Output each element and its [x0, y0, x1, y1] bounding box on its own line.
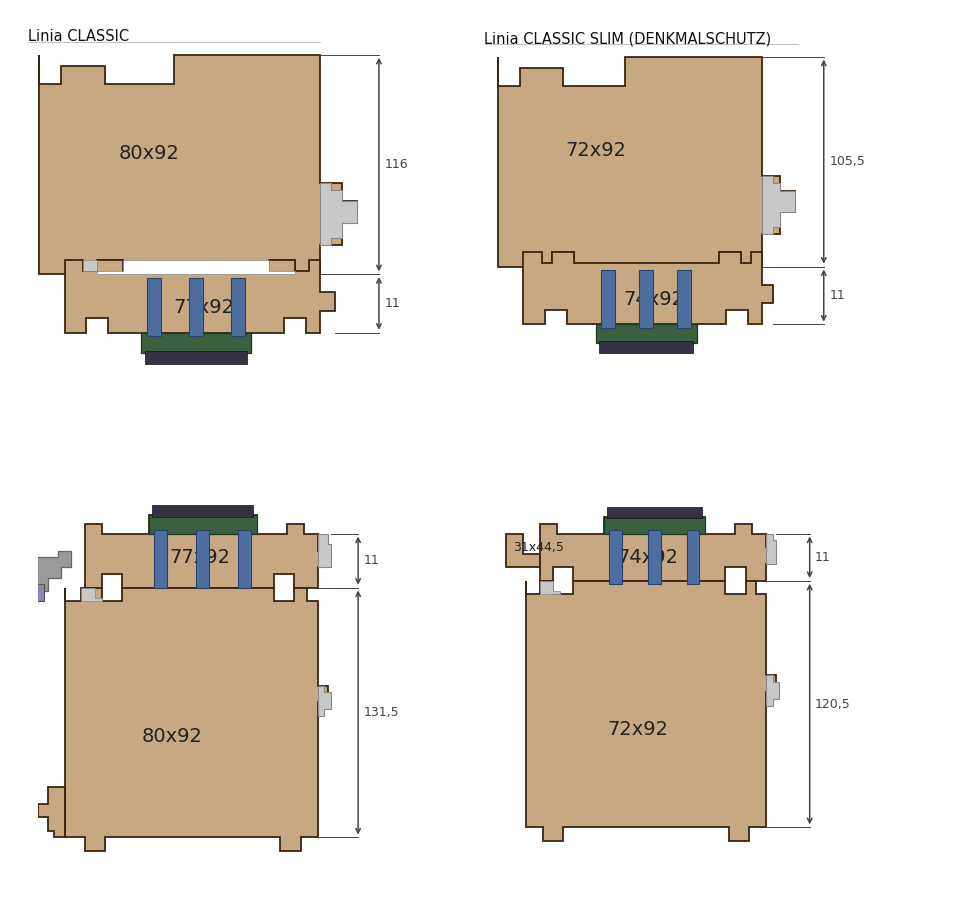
Bar	[648, 530, 660, 584]
Text: Linia CLASSIC: Linia CLASSIC	[28, 29, 129, 44]
Text: 31x44,5: 31x44,5	[513, 541, 564, 554]
Bar	[230, 278, 245, 336]
Polygon shape	[766, 675, 780, 706]
Bar	[153, 505, 253, 516]
Polygon shape	[4, 550, 21, 574]
Polygon shape	[540, 581, 560, 594]
Polygon shape	[766, 534, 776, 564]
Polygon shape	[97, 260, 295, 274]
Bar	[189, 278, 203, 336]
Bar	[154, 530, 167, 588]
Bar	[608, 506, 702, 518]
Bar	[639, 271, 653, 328]
Text: 131,5: 131,5	[363, 706, 398, 719]
Bar	[686, 530, 699, 584]
Polygon shape	[506, 534, 540, 568]
Text: 11: 11	[815, 551, 830, 564]
Polygon shape	[540, 516, 776, 581]
Polygon shape	[526, 581, 776, 841]
Text: Linia CLASSIC SLIM (DENKMALSCHUTZ): Linia CLASSIC SLIM (DENKMALSCHUTZ)	[484, 31, 771, 46]
Text: 120,5: 120,5	[815, 697, 851, 710]
Polygon shape	[84, 515, 331, 588]
Polygon shape	[762, 176, 795, 234]
Polygon shape	[17, 584, 44, 601]
Bar	[145, 351, 248, 364]
Polygon shape	[64, 260, 335, 333]
Polygon shape	[321, 183, 357, 245]
Bar	[599, 341, 693, 354]
Text: 80x92: 80x92	[142, 727, 203, 746]
Polygon shape	[0, 598, 11, 608]
Text: 72x92: 72x92	[607, 720, 668, 739]
Bar	[147, 278, 160, 336]
Text: 77x92: 77x92	[169, 547, 230, 567]
Text: 74x92: 74x92	[623, 290, 684, 309]
Bar	[596, 324, 697, 343]
Polygon shape	[523, 252, 773, 324]
Bar	[141, 333, 251, 353]
Polygon shape	[37, 588, 327, 851]
Polygon shape	[21, 550, 71, 601]
Polygon shape	[318, 534, 331, 568]
Bar	[238, 530, 252, 588]
Polygon shape	[39, 55, 357, 274]
Bar	[677, 271, 691, 328]
Bar	[196, 530, 209, 588]
Text: 74x92: 74x92	[617, 547, 678, 567]
Text: 11: 11	[384, 297, 400, 310]
Text: 11: 11	[363, 554, 379, 567]
Bar	[149, 515, 257, 534]
Polygon shape	[318, 686, 331, 716]
Text: 116: 116	[384, 158, 408, 171]
Bar	[601, 271, 615, 328]
Bar	[604, 516, 705, 534]
Polygon shape	[498, 57, 795, 267]
Text: 80x92: 80x92	[118, 144, 179, 163]
Bar	[609, 530, 622, 584]
Text: 105,5: 105,5	[829, 155, 865, 168]
Text: 77x92: 77x92	[173, 298, 234, 316]
Polygon shape	[83, 260, 97, 271]
Polygon shape	[82, 588, 102, 601]
Text: 72x92: 72x92	[565, 142, 626, 160]
Text: 11: 11	[829, 289, 845, 302]
